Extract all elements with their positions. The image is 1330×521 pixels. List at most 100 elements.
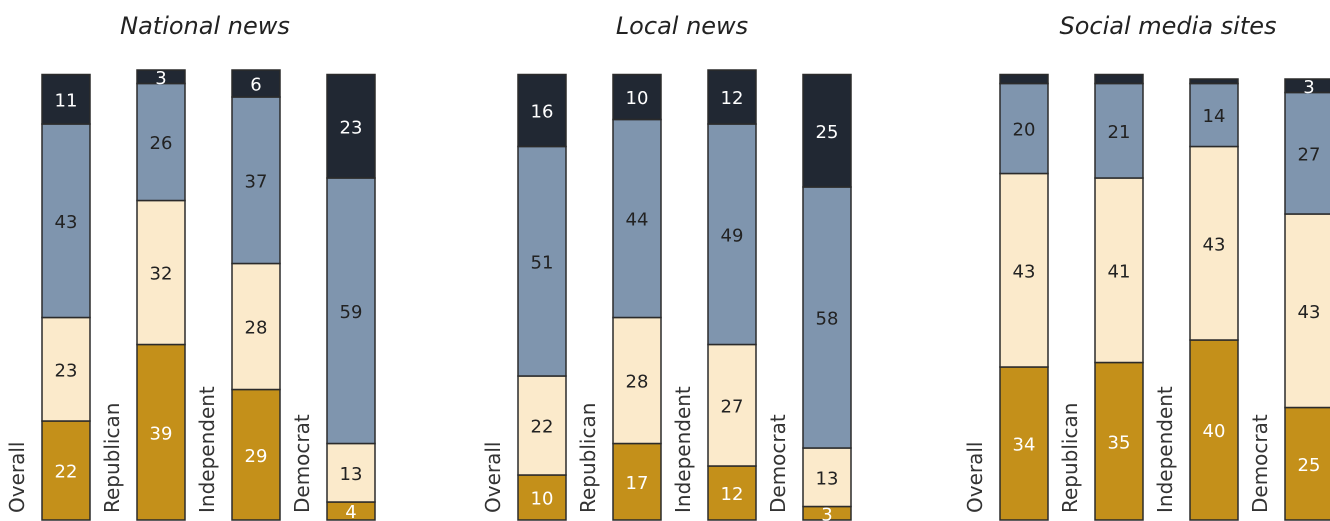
category-label-independent: Independent	[671, 386, 695, 513]
data-label-independent-s1: 27	[721, 396, 744, 417]
panel-title: Social media sites	[1059, 12, 1276, 40]
data-label-democrat-s0: 25	[1298, 455, 1321, 476]
bar-segment-republican-s2	[1094, 82, 1144, 179]
data-label-republican-s0: 39	[150, 423, 173, 444]
category-label-republican: Republican	[100, 403, 124, 513]
bar-segment-republican-s3	[136, 69, 186, 85]
bar-segment-independent-s3	[1189, 78, 1239, 85]
data-label-independent-s2: 14	[1203, 106, 1226, 127]
data-label-democrat-s3: 25	[816, 122, 839, 143]
category-label-republican: Republican	[1058, 403, 1082, 513]
data-label-democrat-s2: 58	[816, 309, 839, 330]
bar-segment-overall-s1	[41, 316, 91, 422]
bar-segment-democrat-s1	[802, 447, 852, 508]
category-label-overall: Overall	[481, 442, 505, 513]
data-label-independent-s1: 43	[1203, 234, 1226, 255]
data-label-democrat-s3: 23	[340, 117, 363, 138]
data-label-overall-s2: 51	[531, 252, 554, 273]
bar-segment-republican-s2	[136, 82, 186, 202]
category-label-democrat: Democrat	[1248, 414, 1272, 513]
data-label-republican-s2: 21	[1108, 122, 1131, 143]
data-label-overall-s3: 16	[531, 102, 554, 123]
data-label-republican-s3: 10	[626, 88, 649, 109]
category-label-republican: Republican	[576, 403, 600, 513]
panel-title: Local news	[616, 12, 748, 40]
data-label-independent-s3: 12	[721, 88, 744, 109]
category-label-democrat: Democrat	[766, 414, 790, 513]
bar-segment-republican-s3	[612, 73, 662, 121]
bar-segment-independent-s0	[1189, 339, 1239, 521]
data-label-overall-s1: 22	[531, 417, 554, 438]
panel-national-news: National news Overall 22 23 43 11 Republican 39…	[5, 12, 376, 521]
bar-segment-independent-s3	[231, 69, 281, 98]
bar-segment-overall-s3	[999, 73, 1049, 85]
bar-segment-overall-s1	[999, 172, 1049, 368]
bar-segment-republican-s1	[1094, 177, 1144, 364]
bar-segment-independent-s0	[707, 465, 757, 521]
data-label-overall-s3: 11	[55, 90, 78, 111]
bar-segment-independent-s2	[1189, 82, 1239, 148]
bar-segment-overall-s0	[517, 474, 567, 521]
bar-segment-republican-s2	[612, 118, 662, 319]
category-label-overall: Overall	[5, 442, 29, 513]
data-label-independent-s0: 12	[721, 484, 744, 505]
data-label-overall-s2: 20	[1013, 120, 1036, 141]
bar-segment-independent-s1	[231, 262, 281, 391]
category-label-independent: Independent	[1153, 386, 1177, 513]
data-label-democrat-s1: 43	[1298, 302, 1321, 323]
bar-segment-democrat-s1	[1284, 213, 1330, 409]
data-label-overall-s1: 23	[55, 360, 78, 381]
bar-segment-independent-s0	[231, 388, 281, 521]
bar-segment-overall-s3	[41, 73, 91, 125]
data-label-overall-s0: 34	[1013, 435, 1036, 456]
data-label-democrat-s2: 27	[1298, 144, 1321, 165]
bar-segment-republican-s1	[612, 316, 662, 445]
data-label-republican-s1: 28	[626, 372, 649, 393]
data-label-democrat-s3: 3	[1303, 77, 1314, 98]
category-label-democrat: Democrat	[290, 414, 314, 513]
bar-segment-democrat-s3	[1284, 78, 1330, 94]
bar-segment-overall-s2	[517, 145, 567, 377]
bar-segment-democrat-s3	[802, 73, 852, 188]
bar-segment-republican-s3	[1094, 73, 1144, 85]
category-label-independent: Independent	[195, 386, 219, 513]
bar-segment-overall-s0	[999, 366, 1049, 521]
bar-segment-overall-s3	[517, 73, 567, 148]
bar-segment-republican-s0	[612, 442, 662, 521]
panel-title: National news	[120, 12, 290, 40]
data-label-democrat-s1: 13	[340, 464, 363, 485]
bar-segment-independent-s2	[707, 123, 757, 346]
data-label-overall-s1: 43	[1013, 261, 1036, 282]
bar-segment-overall-s0	[41, 420, 91, 521]
data-label-democrat-s0: 4	[345, 502, 356, 521]
bar-segment-democrat-s2	[802, 186, 852, 449]
data-label-independent-s2: 49	[721, 225, 744, 246]
data-label-democrat-s1: 13	[816, 468, 839, 489]
data-label-independent-s3: 6	[250, 75, 261, 96]
category-label-overall: Overall	[963, 442, 987, 513]
bar-segment-republican-s1	[136, 199, 186, 346]
data-label-independent-s0: 40	[1203, 421, 1226, 442]
bar-segment-overall-s2	[999, 82, 1049, 175]
data-label-overall-s0: 22	[55, 462, 78, 483]
data-label-independent-s0: 29	[245, 446, 268, 467]
data-label-republican-s1: 32	[150, 264, 173, 285]
bar-segment-independent-s3	[707, 69, 757, 125]
data-label-republican-s1: 41	[1108, 261, 1131, 282]
data-label-independent-s1: 28	[245, 318, 268, 339]
data-label-republican-s2: 44	[626, 210, 649, 231]
panel-social-media-sites: Social media sites Overall 34 43 20 Republica…	[963, 12, 1330, 521]
data-label-republican-s2: 26	[150, 133, 173, 154]
data-label-democrat-s2: 59	[340, 302, 363, 323]
data-label-independent-s2: 37	[245, 171, 268, 192]
bar-segment-republican-s0	[1094, 361, 1144, 521]
data-label-republican-s0: 17	[626, 473, 649, 494]
data-label-republican-s0: 35	[1108, 432, 1131, 453]
bar-segment-democrat-s2	[326, 177, 376, 445]
bar-segment-democrat-s3	[326, 73, 376, 179]
bar-segment-overall-s1	[517, 375, 567, 476]
bar-segment-republican-s0	[136, 343, 186, 521]
data-label-democrat-s0: 3	[821, 504, 832, 521]
data-label-overall-s2: 43	[55, 212, 78, 233]
